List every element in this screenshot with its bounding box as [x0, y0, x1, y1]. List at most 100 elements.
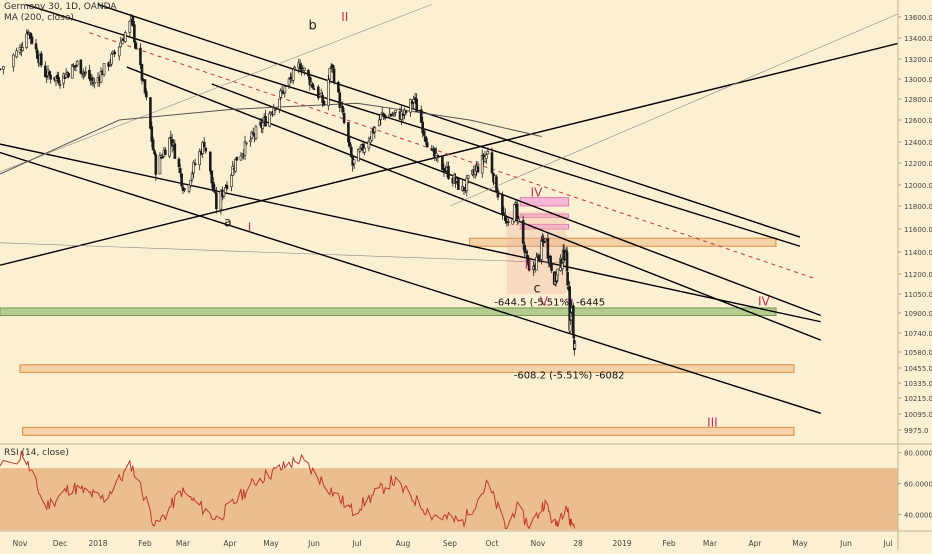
- candle-body: [347, 122, 350, 143]
- candle-body: [193, 163, 197, 165]
- candle-body: [352, 159, 356, 164]
- measurement-label-1: -608.2 (-5.51%) -6082: [514, 371, 625, 382]
- candle-body: [485, 154, 488, 159]
- price-tick-label: 10095.0: [904, 411, 932, 419]
- time-tick-label: Feb: [138, 539, 152, 548]
- candle-body: [278, 98, 281, 110]
- candle-body: [504, 214, 507, 222]
- time-tick-label: Feb: [662, 539, 676, 548]
- time-tick-label: 2019: [612, 539, 631, 548]
- price-tick-label: 11800.0: [904, 203, 932, 211]
- wave-label-1: II: [341, 10, 348, 24]
- candle-body: [189, 180, 192, 186]
- candle-body: [556, 268, 560, 276]
- candle-body: [224, 186, 227, 194]
- candle-body: [161, 156, 164, 159]
- wave-label-2: a: [224, 216, 232, 231]
- candle-body: [84, 71, 88, 74]
- candle-body: [410, 101, 414, 104]
- candle-body: [379, 114, 383, 120]
- candle-body: [543, 238, 547, 242]
- candle-body: [202, 142, 206, 148]
- price-tick-label: 10740.0: [904, 330, 932, 338]
- zone-green-1: [0, 307, 777, 316]
- time-tick-label: Apr: [749, 539, 763, 548]
- time-tick-label: 2018: [88, 539, 107, 548]
- time-tick-label: Jul: [351, 539, 361, 548]
- candle-body: [291, 68, 295, 81]
- candle-body: [349, 146, 353, 158]
- candle-body: [523, 244, 526, 253]
- candle-body: [412, 98, 415, 103]
- candle-body: [102, 63, 106, 75]
- candle-body: [48, 71, 51, 76]
- price-tick-label: 11050.0: [904, 291, 932, 299]
- candle-body: [213, 189, 217, 193]
- time-tick-label: Sep: [443, 539, 457, 548]
- candle-body: [370, 130, 374, 141]
- trend-line-solid-1: [97, 3, 801, 238]
- candle-body: [57, 77, 60, 84]
- candle-body: [338, 92, 342, 108]
- candle-body: [93, 81, 96, 85]
- candle-body: [67, 72, 70, 78]
- candle-body: [441, 155, 444, 170]
- candle-body: [110, 53, 113, 65]
- candle-body: [307, 69, 310, 77]
- price-tick-label: 10335.0: [904, 380, 932, 388]
- candle-body: [287, 78, 291, 86]
- candle-body: [511, 219, 515, 225]
- candle-body: [517, 218, 521, 222]
- candle-body: [70, 64, 74, 79]
- wave-label-5: II: [525, 258, 532, 272]
- candle-body: [413, 97, 417, 100]
- zone-orange-0: [469, 237, 777, 247]
- candle-body: [44, 65, 47, 78]
- candle-body: [424, 136, 428, 143]
- candle-body: [342, 113, 346, 123]
- candle-body: [201, 141, 205, 154]
- candle-body: [466, 175, 470, 179]
- candle-body: [204, 147, 208, 152]
- candle-body: [331, 64, 334, 69]
- trend-line-solid-7: [211, 83, 822, 317]
- candle-body: [190, 173, 194, 180]
- candle-body: [502, 212, 506, 215]
- trend-line-thin-9: [0, 4, 432, 173]
- candle-body: [239, 155, 243, 161]
- ma-legend-label: MA (200, close): [4, 13, 74, 23]
- candle-body: [58, 84, 62, 86]
- candle-body: [383, 114, 387, 119]
- candle-body: [119, 42, 123, 48]
- price-tick-label: 10215.0: [904, 395, 932, 403]
- candle-body: [134, 42, 138, 49]
- candle-body: [311, 83, 314, 88]
- time-tick-label: Jul: [882, 539, 892, 548]
- candle-body: [168, 137, 171, 157]
- candle-body: [231, 166, 235, 176]
- candle-body: [12, 54, 15, 68]
- price-tick-label: 10455.0: [904, 365, 932, 373]
- candle-body: [490, 152, 494, 174]
- candle-body: [447, 166, 450, 179]
- candle-body: [243, 141, 247, 157]
- time-tick-label: Mar: [176, 539, 191, 548]
- candle-body: [419, 109, 423, 123]
- zone-orange-3: [22, 426, 795, 436]
- candle-body: [150, 126, 154, 142]
- candle-body: [337, 82, 340, 93]
- rsi-band: [0, 468, 898, 530]
- candle-body: [392, 112, 396, 115]
- candle-body: [49, 74, 52, 80]
- candle-body: [535, 256, 538, 271]
- candle-body: [373, 127, 377, 133]
- trend-line-thin-10: [449, 13, 898, 207]
- candle-body: [501, 194, 504, 215]
- candle-body: [425, 142, 429, 148]
- time-tick-label: Nov: [13, 539, 28, 548]
- candle-body: [302, 67, 306, 71]
- candle-body: [149, 97, 152, 129]
- candle-body: [0, 68, 2, 71]
